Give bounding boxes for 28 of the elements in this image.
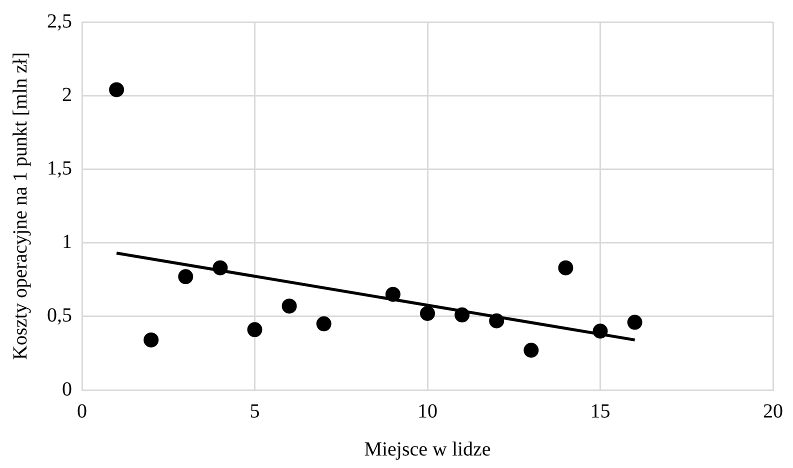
- y-tick-label: 0,5: [47, 304, 72, 327]
- point: [627, 314, 642, 330]
- point: [178, 269, 194, 284]
- point: [489, 313, 504, 328]
- y-tick-label: 2: [62, 84, 72, 106]
- x-axis-title: Miejsce w lidze: [364, 438, 491, 460]
- y-tick-label: 2,5: [47, 10, 72, 32]
- y-axis-title: Koszty operacyjne na 1 punkt [mln zł]: [9, 52, 32, 360]
- x-tick-label: 20: [763, 400, 783, 422]
- point: [558, 260, 574, 276]
- y-tick-label: 1,5: [47, 157, 72, 180]
- point: [592, 324, 608, 339]
- point: [247, 322, 262, 338]
- point: [316, 316, 332, 332]
- y-tick-label: 1: [62, 231, 72, 254]
- x-tick-label: 10: [418, 400, 438, 422]
- point: [524, 342, 539, 358]
- point: [282, 298, 297, 314]
- y-tick-label: 0: [62, 378, 72, 400]
- x-tick-label: 15: [590, 400, 610, 422]
- point: [385, 286, 400, 302]
- point: [109, 82, 124, 98]
- point: [144, 332, 159, 348]
- x-tick-label: 0: [77, 400, 87, 422]
- point: [212, 260, 228, 276]
- point: [420, 306, 435, 321]
- x-tick-label: 5: [250, 400, 260, 422]
- point: [454, 307, 470, 322]
